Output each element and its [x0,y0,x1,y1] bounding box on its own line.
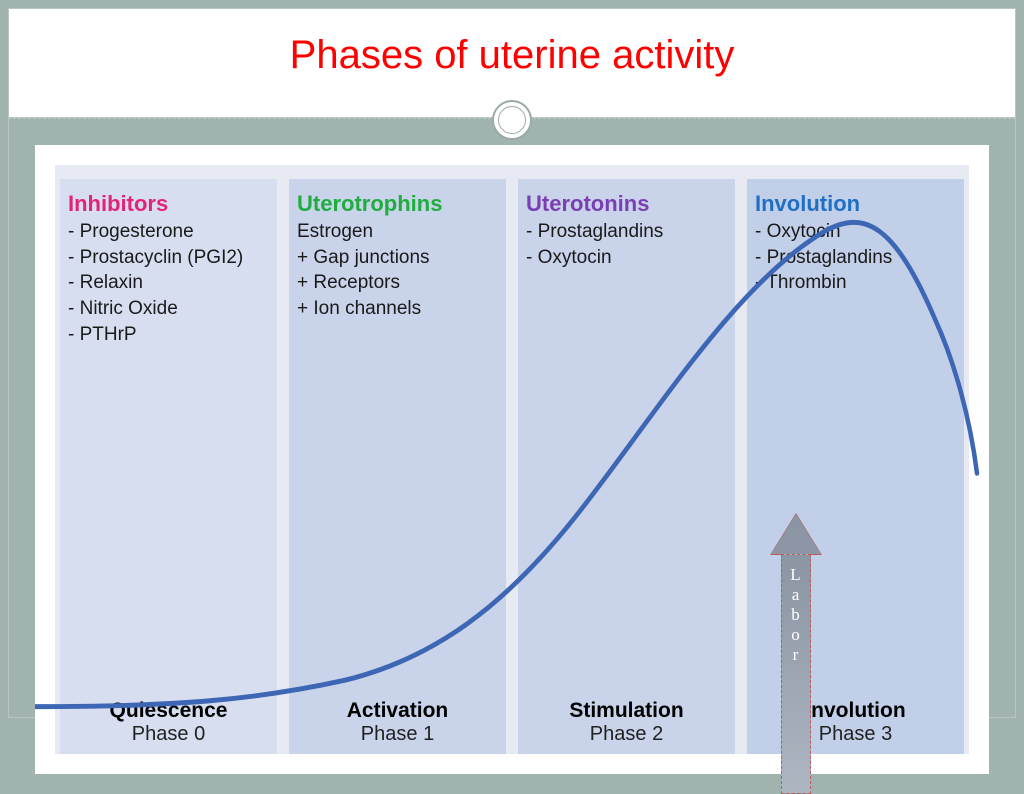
labor-letter: o [791,625,801,645]
labor-letter: L [790,565,801,585]
column-items: - Prostaglandins - Oxytocin [526,219,727,270]
phase-number: Phase 2 [518,723,735,746]
phase-number: Phase 1 [289,723,506,746]
phase-label: ActivationPhase 1 [289,699,506,746]
labor-letter: r [793,645,800,665]
content-frame: Inhibitors- Progesterone - Prostacyclin … [35,145,989,774]
column-items: Estrogen + Gap junctions + Receptors + I… [297,219,498,322]
labor-arrow: L a b o r [771,514,821,794]
arrow-shaft: L a b o r [781,554,811,794]
column-header: Involution [755,191,956,217]
column-header: Uterotonins [526,191,727,217]
circle-ornament-icon [492,100,532,140]
column-items: - Progesterone - Prostacyclin (PGI2) - R… [68,219,269,347]
phase-column: Uterotonins- Prostaglandins - Oxytocin St… [518,179,735,754]
phase-name: Stimulation [518,699,735,723]
phase-name: Activation [289,699,506,723]
arrow-head-icon [771,514,821,554]
phase-name: Quiescence [60,699,277,723]
phase-column: Uterotrophins Estrogen + Gap junctions +… [289,179,506,754]
page-title: Phases of uterine activity [9,9,1015,78]
labor-letter: b [791,605,801,625]
phase-number: Phase 0 [60,723,277,746]
phase-columns: Inhibitors- Progesterone - Prostacyclin … [60,179,964,754]
column-header: Inhibitors [68,191,269,217]
phase-label: QuiescencePhase 0 [60,699,277,746]
phase-label: StimulationPhase 2 [518,699,735,746]
column-items: - Oxytocin - Prostaglandins - Thrombin [755,219,956,296]
column-header: Uterotrophins [297,191,498,217]
phase-column: Inhibitors- Progesterone - Prostacyclin … [60,179,277,754]
labor-letter: a [792,585,801,605]
